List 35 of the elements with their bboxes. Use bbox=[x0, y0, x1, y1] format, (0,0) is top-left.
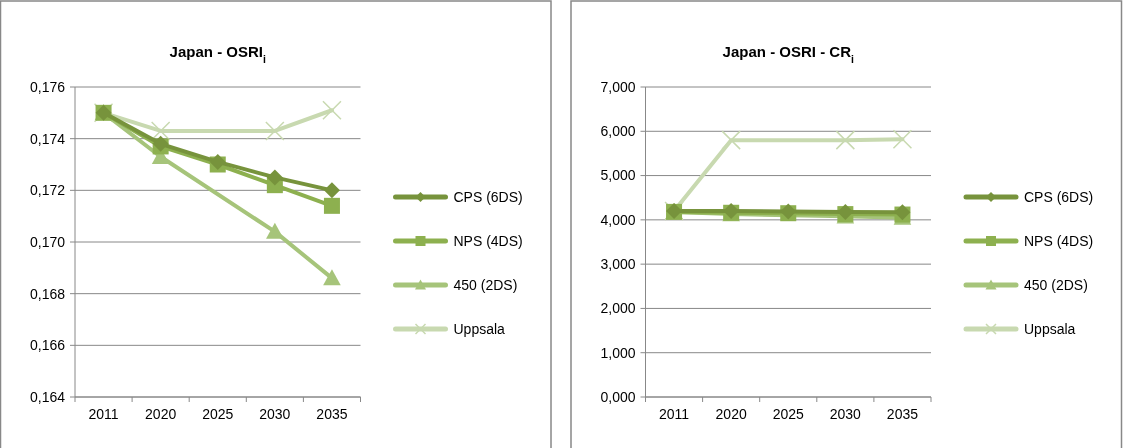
x-tick-label: 2020 bbox=[715, 406, 747, 422]
y-tick-label: 6,000 bbox=[600, 123, 636, 140]
y-tick-label: 1,000 bbox=[600, 344, 636, 361]
legend-label: Uppsala bbox=[1024, 320, 1076, 337]
y-tick-label: 0,170 bbox=[29, 233, 66, 250]
x-tick-label: 2025 bbox=[202, 406, 234, 422]
y-tick-label: 0,176 bbox=[29, 78, 66, 95]
y-tick-label: 0,164 bbox=[29, 388, 66, 405]
y-tick-label: 5,000 bbox=[600, 167, 636, 184]
chart-title: Japan - OSRI$_{i}$ bbox=[169, 43, 266, 65]
y-tick-label: 0,174 bbox=[29, 130, 66, 147]
x-tick-label: 2030 bbox=[259, 406, 291, 422]
chart-title: Japan - OSRI - CR$_{i}$ bbox=[722, 43, 854, 65]
legend-label: 450 (2DS) bbox=[1024, 276, 1088, 293]
x-tick-label: 2025 bbox=[772, 406, 805, 422]
y-tick-label: 4,000 bbox=[600, 211, 636, 228]
x-tick-label: 2020 bbox=[145, 406, 177, 422]
y-tick-label: 2,000 bbox=[600, 300, 636, 317]
y-tick-label: 7,000 bbox=[600, 78, 636, 95]
x-tick-label: 2030 bbox=[829, 406, 862, 422]
y-tick-label: 0,168 bbox=[29, 285, 66, 302]
x-tick-label: 2035 bbox=[886, 406, 919, 422]
y-tick-label: 3,000 bbox=[600, 256, 636, 273]
y-tick-label: 0,166 bbox=[29, 337, 66, 354]
y-tick-label: 0,000 bbox=[600, 388, 636, 405]
legend-label: Uppsala bbox=[453, 320, 506, 337]
x-tick-label: 2035 bbox=[316, 406, 348, 422]
legend-label: NPS (4DS) bbox=[1024, 232, 1094, 249]
legend-label: NPS (4DS) bbox=[453, 232, 523, 249]
legend-label: CPS (6DS) bbox=[1024, 188, 1094, 205]
x-tick-label: 2011 bbox=[88, 406, 119, 422]
x-tick-label: 2011 bbox=[659, 406, 690, 422]
legend-label: 450 (2DS) bbox=[453, 276, 518, 293]
y-tick-label: 0,172 bbox=[29, 182, 66, 199]
legend-label: CPS (6DS) bbox=[453, 188, 523, 205]
